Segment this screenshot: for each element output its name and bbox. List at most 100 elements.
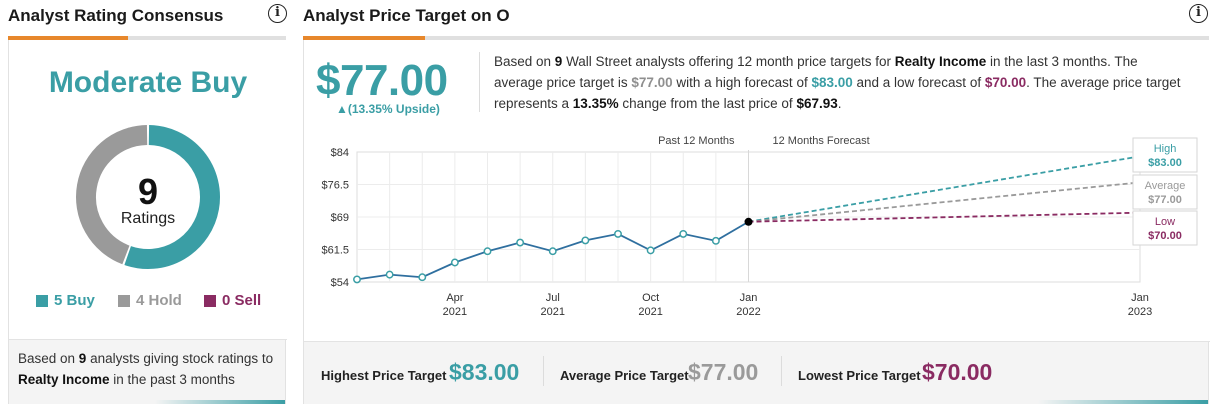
- x-tick-year: 2022: [736, 306, 760, 318]
- footnote-text: Based on: [18, 351, 79, 366]
- x-tick-month: Jul: [546, 292, 560, 304]
- lowest-value: $70.00: [922, 359, 993, 385]
- average-price-target: $77.00: [316, 56, 448, 105]
- x-tick-year: 2021: [541, 306, 565, 318]
- price-point: [450, 258, 459, 267]
- desc-change: 13.35%: [572, 96, 619, 111]
- y-tick-label: $61.5: [321, 245, 349, 257]
- price-target-description: Based on 9 Wall Street analysts offering…: [494, 51, 1184, 114]
- forecast-high-value: $83.00: [1148, 157, 1182, 169]
- desc-high: $83.00: [811, 75, 853, 90]
- price-target-card: $77.00 ▲(13.35% Upside) Based on 9 Wall …: [303, 40, 1210, 404]
- right-tab-accent: [303, 36, 425, 40]
- desc-analysts: 9: [554, 54, 563, 69]
- price-point: [516, 238, 525, 247]
- forecast-average-label: Average: [1145, 180, 1186, 192]
- desc-average: $77.00: [631, 75, 673, 90]
- info-icon[interactable]: i: [1189, 4, 1208, 23]
- forecast-high-box: [1132, 137, 1198, 173]
- legend-sell-label: 0 Sell: [222, 292, 262, 309]
- desc-last-price: $67.93: [796, 96, 838, 111]
- x-tick-year: 2021: [638, 306, 662, 318]
- hold-swatch: [118, 294, 130, 307]
- lowest-label: Lowest Price Target: [798, 368, 921, 383]
- average-label: Average Price Target: [560, 368, 689, 383]
- price-target-title: Analyst Price Target on O: [303, 6, 510, 25]
- rating-summary-box: Moderate Buy 9 Ratings 5 Buy 4 Hold 0 Se…: [9, 40, 287, 340]
- consensus-rating: Moderate Buy: [48, 66, 248, 99]
- desc-text: .: [837, 96, 842, 111]
- price-target-summary: Highest Price Target $83.00 Average Pric…: [304, 342, 1208, 398]
- desc-text: and a low forecast of: [852, 75, 985, 90]
- left-bottom-stripe: [155, 400, 285, 404]
- y-tick-label: $76.5: [321, 180, 349, 192]
- info-icon[interactable]: i: [268, 4, 287, 23]
- price-point: [548, 247, 557, 256]
- rating-footnote: Based on 9 analysts giving stock ratings…: [18, 348, 285, 390]
- donut-buy-segment: [124, 125, 220, 269]
- price-point: [646, 246, 655, 255]
- footnote-text: in the past 3 months: [109, 372, 235, 387]
- desc-text: change from the last price of: [618, 96, 797, 111]
- forecast-low-box: [1132, 210, 1198, 246]
- highest-label: Highest Price Target: [321, 368, 447, 383]
- forecast-average-line: [748, 181, 1141, 223]
- forecast-low-line: [748, 211, 1141, 223]
- legend-sell: 0 Sell: [204, 292, 261, 309]
- desc-text: Wall Street analysts offering 12 month p…: [562, 54, 895, 69]
- rating-consensus-title: Analyst Rating Consensus: [8, 6, 224, 25]
- past-period-label: Past 12 Months: [658, 135, 735, 147]
- forecast-period-label: 12 Months Forecast: [773, 135, 870, 147]
- forecast-low-value: $70.00: [1148, 230, 1182, 242]
- price-point: [679, 229, 688, 238]
- price-point: [353, 275, 361, 284]
- price-point: [418, 273, 427, 282]
- legend-hold-label: 4 Hold: [136, 292, 182, 309]
- desc-company[interactable]: Realty Income: [894, 54, 987, 69]
- x-tick-month: Apr: [446, 292, 463, 304]
- ratings-donut: [76, 125, 220, 269]
- right-bottom-stripe: [1038, 400, 1208, 404]
- donut-hold-segment: [76, 125, 148, 265]
- desc-text: with a high forecast of: [672, 75, 812, 90]
- summary-divider: [543, 356, 544, 386]
- buy-swatch: [36, 294, 48, 307]
- price-point: [483, 247, 492, 256]
- header-divider: [479, 52, 480, 112]
- desc-text: in the last 3 months. The average price …: [494, 54, 1138, 90]
- y-tick-label: $84: [331, 147, 349, 159]
- average-value: $77.00: [688, 359, 759, 385]
- legend-hold: 4 Hold: [118, 292, 182, 309]
- legend-buy: 5 Buy: [36, 292, 95, 309]
- price-point: [385, 270, 394, 279]
- current-price-point: [744, 217, 753, 226]
- price-point: [614, 229, 622, 238]
- x-tick-month: Oct: [642, 292, 659, 304]
- footnote-company[interactable]: Realty Income: [18, 372, 110, 387]
- price-point: [581, 236, 590, 245]
- x-tick-year: 2023: [1128, 306, 1152, 318]
- x-tick-year: 2021: [443, 306, 467, 318]
- x-tick-month: Jan: [740, 292, 758, 304]
- price-target-box: $77.00 ▲(13.35% Upside) Based on 9 Wall …: [304, 40, 1210, 342]
- ratings-count: 9: [137, 171, 159, 212]
- y-tick-label: $54: [331, 277, 349, 289]
- sell-swatch: [204, 294, 216, 307]
- price-target-chart: $84 $76.5 $69 $61.5 $54 Apr 2021 Jul 2021 Oct 2021…: [321, 135, 1198, 318]
- left-tab-bar: [8, 36, 286, 40]
- ratings-label: Ratings: [120, 210, 176, 227]
- upside-percent: ▲(13.35% Upside): [336, 102, 440, 116]
- forecast-high-line: [748, 155, 1141, 223]
- forecast-average-value: $77.00: [1148, 194, 1182, 206]
- summary-divider: [781, 356, 782, 386]
- footnote-text: analysts giving stock ratings to: [86, 351, 274, 366]
- right-tab-bar: [303, 36, 1209, 40]
- legend-buy-label: 5 Buy: [54, 292, 95, 309]
- x-tick-month: Jan: [1131, 292, 1149, 304]
- forecast-high-label: High: [1154, 143, 1177, 155]
- y-tick-label: $69: [331, 212, 349, 224]
- footnote-count: 9: [78, 351, 87, 366]
- price-point: [711, 236, 720, 245]
- desc-text: Based on: [494, 54, 555, 69]
- forecast-average-box: [1132, 174, 1198, 210]
